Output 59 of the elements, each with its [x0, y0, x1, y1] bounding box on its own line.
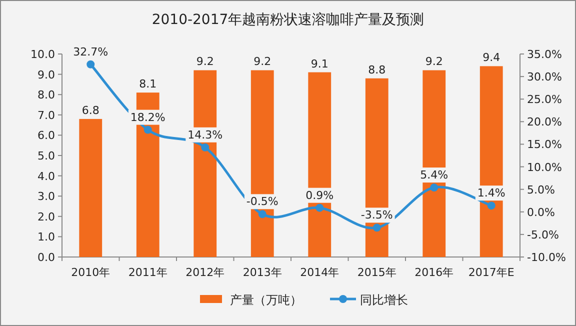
y-tick-label: 10.0: [30, 48, 55, 61]
y-tick-label: 6.0: [38, 129, 55, 142]
data-label: 1.4%: [477, 186, 506, 200]
point: [430, 184, 438, 192]
point: [487, 202, 496, 210]
data-label: 9.2: [196, 55, 214, 68]
point: [372, 224, 381, 232]
x-tick-label: 2016年: [414, 266, 454, 279]
data-label: 6.8: [82, 104, 100, 117]
data-label: -3.5%: [360, 208, 393, 222]
x-tick-label: 2014年: [300, 266, 340, 279]
data-label: 9.4: [482, 51, 500, 64]
y2-tick-label: 10.0%: [527, 160, 562, 174]
bar: [79, 118, 102, 257]
x-tick-label: 2013年: [242, 266, 282, 279]
y-tick-label: 2.0: [38, 210, 55, 224]
x-tick-label: 2010年: [71, 266, 110, 279]
y2-tick-label: 0.0%: [527, 206, 555, 219]
data-label: 8.1: [139, 78, 157, 91]
data-label: 9.2: [425, 55, 443, 68]
legend-label: 产量（万吨）: [230, 293, 302, 307]
y2-tick-label: 20.0%: [527, 116, 562, 129]
bar: [422, 70, 446, 257]
data-label: 14.3%: [188, 128, 223, 142]
point: [258, 210, 266, 218]
y2-tick-label: -5.0%: [527, 228, 559, 242]
bar: [308, 72, 332, 257]
data-label: 5.4%: [420, 168, 448, 182]
data-label: 9.1: [310, 57, 328, 70]
data-label: 8.8: [368, 63, 386, 76]
x-tick-label: 2015年: [357, 266, 396, 279]
point: [201, 143, 210, 152]
legend-label: 同比增长: [360, 293, 408, 307]
y-tick-label: 1.0: [38, 230, 55, 244]
y-tick-label: 0.0: [38, 251, 55, 264]
point: [144, 126, 152, 134]
data-label: -0.5%: [246, 195, 278, 208]
x-tick-label: 2011年: [128, 266, 168, 279]
y-tick-label: 9.0: [38, 68, 55, 82]
data-label: 18.2%: [130, 110, 166, 124]
data-label: 32.7%: [73, 45, 108, 58]
x-tick-label: 2012年: [186, 266, 225, 279]
point: [316, 204, 324, 212]
y2-tick-label: -10.0%: [527, 251, 566, 264]
y-tick-label: 7.0: [38, 108, 55, 122]
y-tick-label: 3.0: [38, 190, 55, 204]
data-label: 9.2: [254, 55, 272, 68]
y2-tick-label: 15.0%: [527, 138, 562, 152]
chart-title: 2010-2017年越南粉状速溶咖啡产量及预测: [152, 12, 424, 28]
y-tick-label: 8.0: [38, 88, 55, 102]
data-label: 0.9%: [306, 188, 334, 202]
y2-tick-label: 35.0%: [527, 48, 562, 61]
y2-tick-label: 30.0%: [527, 70, 562, 84]
y-tick-label: 4.0: [38, 170, 55, 183]
point: [86, 60, 95, 68]
y2-tick-label: 25.0%: [527, 93, 562, 106]
y2-tick-label: 5.0%: [527, 183, 555, 196]
y-tick-label: 5.0: [38, 150, 55, 162]
x-tick-label: 2017年E: [468, 266, 514, 279]
